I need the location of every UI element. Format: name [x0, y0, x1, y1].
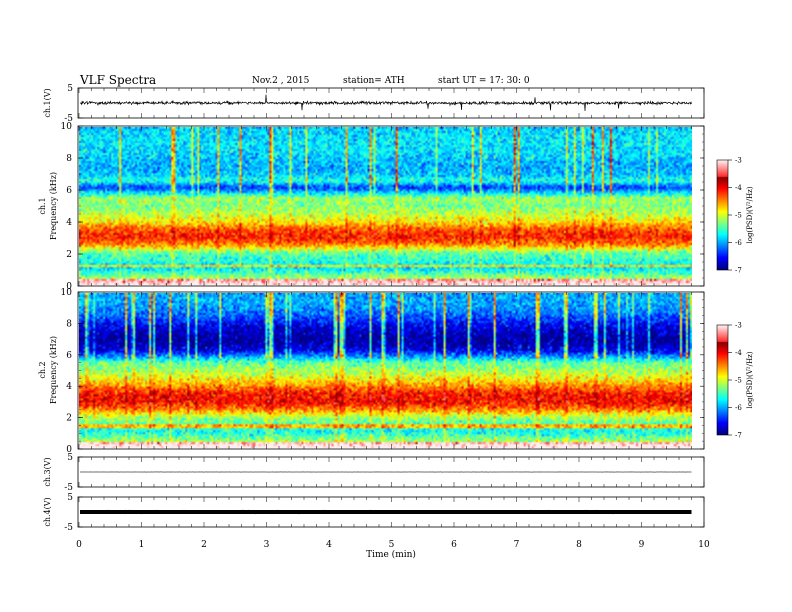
colorbar-tick-label--3: -3 [735, 157, 742, 165]
colorbar-tick-label--4: -4 [735, 184, 742, 192]
colorbar-tick-label--6: -6 [735, 239, 742, 247]
axes-layer: 0 1 2 3 4 5 6 7 8 9 105-55-55-502468100246810-3-4-… [61, 84, 743, 550]
x-axis-title: Time (min) [366, 549, 416, 560]
figure-title: VLF Spectra [79, 73, 156, 87]
y-tick-label-6: 6 [66, 351, 72, 361]
ch1-spectrogram-ylabel-channel: ch.1 [38, 197, 47, 214]
y-tick-label-4: 4 [66, 382, 72, 392]
x-tick-label-5: 5 [389, 540, 395, 550]
x-tick-label-4: 4 [326, 540, 332, 550]
ch1-colorbar-label: log(PSD)(V²/Hz) [746, 186, 754, 243]
ch3-waveform-frame [77, 456, 705, 488]
ch2-spectrogram-ylabel-channel: ch.2 [38, 361, 47, 378]
x-tick-label-8: 8 [576, 540, 582, 550]
ch4-waveform-frame [77, 496, 705, 528]
x-tick-label-10: 10 [698, 540, 710, 550]
ch2-spectrogram-image [79, 293, 692, 448]
y-tick-label--5: -5 [64, 523, 73, 533]
ch1-spectrogram-ylabel-frequency: Frequency (kHz) [49, 172, 58, 240]
x-tick-label-6: 6 [451, 540, 457, 550]
ch1-spectrogram-image [79, 127, 692, 285]
y-tick-label-4: 4 [66, 218, 72, 228]
colorbar-tick-label--6: -6 [735, 404, 742, 412]
ch1-waveform-frame [77, 87, 705, 119]
y-tick-label-2: 2 [66, 250, 72, 260]
colorbar-tick-label--7: -7 [735, 432, 742, 440]
colorbar-tick-label--5: -5 [735, 377, 742, 385]
ch2-colorbar-label: log(PSD)(V²/Hz) [746, 351, 754, 408]
y-tick-label-5: 5 [67, 453, 73, 463]
x-tick-label-9: 9 [639, 540, 645, 550]
y-tick-label-0: 0 [66, 445, 72, 455]
colorbar-tick-label--7: -7 [735, 267, 742, 275]
y-tick-label-5: 5 [67, 493, 73, 503]
x-tick-label-3: 3 [264, 540, 270, 550]
y-tick-label-6: 6 [66, 186, 72, 196]
y-tick-label-8: 8 [66, 154, 72, 164]
date-label: Nov.2 , 2015 [252, 76, 310, 86]
ch4-ylabel: ch.4(V) [43, 497, 52, 526]
ch2-spectrogram-ylabel-frequency: Frequency (kHz) [49, 336, 58, 404]
y-tick-label--5: -5 [64, 483, 73, 493]
x-tick-label-0: 0 [76, 540, 82, 550]
ch1-ylabel: ch.1(V) [43, 88, 52, 117]
x-tick-label-2: 2 [201, 540, 207, 550]
colorbar-tick-label--5: -5 [735, 212, 742, 220]
ch2-colorbar-image [717, 325, 728, 435]
colorbar-tick-label--3: -3 [735, 322, 742, 330]
y-tick-label-0: 0 [66, 282, 72, 292]
y-tick-label-5: 5 [67, 84, 73, 94]
x-tick-label-1: 1 [139, 540, 145, 550]
y-tick-label--5: -5 [64, 114, 73, 124]
y-tick-label-8: 8 [66, 319, 72, 329]
start-time-label: start UT = 17: 30: 0 [438, 76, 530, 86]
ch1-colorbar-image [717, 160, 728, 270]
station-label: station= ATH [343, 76, 405, 86]
colorbar-tick-label--4: -4 [735, 349, 742, 357]
y-tick-label-10: 10 [61, 122, 73, 132]
y-tick-label-2: 2 [66, 414, 72, 424]
ch1-waveform-trace [79, 94, 692, 112]
ch3-ylabel: ch.3(V) [43, 457, 52, 486]
x-tick-label-7: 7 [514, 540, 520, 550]
y-tick-label-10: 10 [61, 288, 73, 298]
